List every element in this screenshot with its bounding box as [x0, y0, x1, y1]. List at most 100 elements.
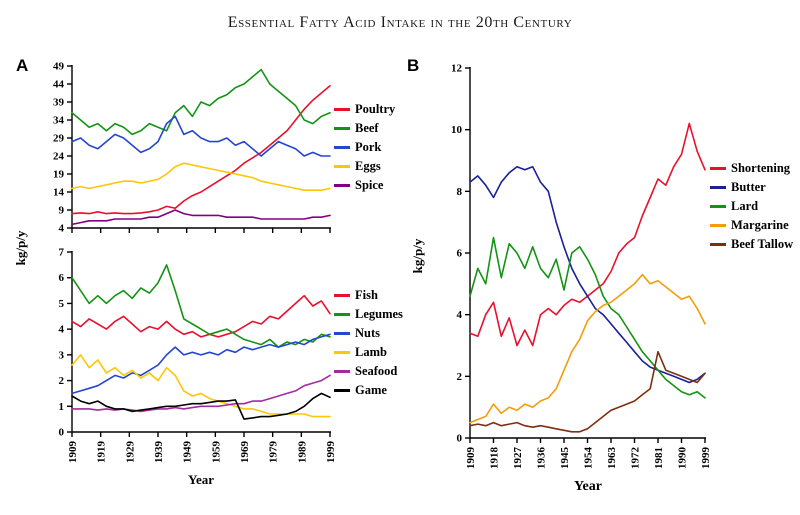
y-tick-label: 5 — [59, 298, 65, 310]
legend-entry-lard: Lard — [710, 199, 793, 213]
series-line-poultry — [71, 84, 331, 215]
legend-entry-butter: Butter — [710, 180, 793, 194]
series-line-lard — [469, 236, 706, 399]
x-tick-label: 1969 — [239, 441, 251, 464]
y-tick-label: 2 — [457, 371, 463, 383]
chart-panel-b: 0 2 4 6 8 10 12 1909 1918 1927 1936 1945 1954 1963 197… — [451, 63, 712, 470]
chart-panel-a-bottom: 0 1 2 3 4 5 6 7 1909 1919 1929 1939 1949 1959 1969 1979… — [59, 247, 338, 464]
x-tick-label: 1929 — [124, 441, 136, 464]
x-tick-label: 1972 — [630, 447, 642, 470]
panel-a-label: A — [16, 56, 29, 75]
series-line-eggs — [71, 162, 331, 191]
y-tick-label: 12 — [451, 63, 463, 75]
figure-title: Essential Fatty Acid Intake in the 20th … — [227, 14, 573, 31]
y-tick-label: 6 — [457, 248, 463, 260]
legend-swatch-game — [334, 389, 350, 392]
x-tick-label: 1954 — [583, 447, 595, 470]
series-line-beef — [71, 68, 331, 136]
x-tick-label: 1936 — [536, 447, 548, 470]
y-tick-label: 24 — [53, 151, 65, 163]
x-tick-label: 1909 — [67, 441, 79, 464]
series-line-pork — [71, 115, 331, 157]
y-tick-label: 2 — [59, 375, 65, 387]
legend-entry-beef-tallow: Beef Tallow — [710, 237, 794, 251]
legend-label-lard: Lard — [731, 199, 759, 213]
y-tick-label: 39 — [53, 97, 65, 109]
legend-label-fish: Fish — [355, 288, 378, 302]
y-tick-label: 0 — [59, 427, 65, 439]
y-tick-label: 10 — [451, 124, 463, 136]
x-tick-label: 1959 — [210, 441, 222, 464]
panel-b-y-axis-label: kg/p/y — [410, 238, 425, 274]
x-tick-label: 1939 — [153, 441, 165, 464]
series-line-shortening — [469, 122, 706, 347]
series-line-seafood — [71, 374, 331, 413]
legend-entry-seafood: Seafood — [334, 364, 403, 378]
y-tick-label: 19 — [53, 169, 65, 181]
y-tick-label: 6 — [59, 272, 65, 284]
y-tick-label: 8 — [457, 186, 463, 198]
legend-label-eggs: Eggs — [355, 159, 381, 173]
legend-entry-lamb: Lamb — [334, 345, 403, 359]
y-tick-label: 1 — [59, 401, 65, 413]
series-line-margarine — [469, 273, 706, 424]
x-tick-label: 1999 — [325, 441, 337, 464]
x-tick-label: 1909 — [465, 447, 477, 470]
series-line-fish — [71, 294, 331, 338]
legend-swatch-shortening — [710, 167, 726, 170]
y-tick-label: 44 — [53, 79, 65, 91]
legend-entry-pork: Pork — [334, 140, 395, 154]
legend-label-seafood: Seafood — [355, 364, 398, 378]
legend-entry-poultry: Poultry — [334, 102, 396, 116]
x-tick-label: 1989 — [296, 441, 308, 464]
legend-label-butter: Butter — [731, 180, 766, 194]
y-tick-label: 0 — [457, 433, 463, 445]
y-tick-label: 9 — [59, 205, 65, 217]
x-tick-label: 1979 — [268, 441, 280, 464]
legend-label-legumes: Legumes — [355, 307, 403, 321]
legend-swatch-butter — [710, 186, 726, 189]
y-tick-label: 4 — [59, 324, 65, 336]
legend-entry-eggs: Eggs — [334, 159, 395, 173]
legend-label-beef-tallow: Beef Tallow — [731, 237, 794, 251]
y-tick-label: 14 — [53, 187, 65, 199]
y-tick-label: 3 — [59, 349, 65, 361]
legend-swatch-pork — [334, 146, 350, 149]
x-tick-label: 1981 — [653, 447, 665, 469]
panel-a-x-axis-label: Year — [188, 472, 214, 487]
legend-entry-legumes: Legumes — [334, 307, 403, 321]
panel-b-label: B — [407, 56, 420, 75]
legend-entry-margarine: Margarine — [710, 218, 793, 232]
legend-label-shortening: Shortening — [731, 161, 791, 175]
series-line-nuts — [71, 333, 331, 395]
legend-label-lamb: Lamb — [355, 345, 387, 359]
legend-label-poultry: Poultry — [355, 102, 396, 116]
legend-entry-nuts: Nuts — [334, 326, 403, 340]
y-tick-label: 4 — [457, 309, 463, 321]
y-tick-label: 4 — [59, 223, 65, 235]
legend-swatch-beef-tallow — [710, 243, 726, 246]
panel-b-x-axis-label: Year — [574, 479, 602, 494]
legend-swatch-eggs — [334, 165, 350, 168]
legend-swatch-poultry — [334, 108, 350, 111]
x-tick-label: 1990 — [677, 447, 689, 470]
legend-panel-b: Shortening Butter Lard Margarine Beef Tallow — [710, 161, 794, 257]
series-line-legumes — [71, 264, 331, 348]
legend-label-beef: Beef — [355, 121, 379, 135]
legend-entry-spice: Spice — [334, 178, 395, 192]
legend-label-nuts: Nuts — [355, 326, 381, 340]
legend-swatch-seafood — [334, 370, 350, 373]
series-line-game — [71, 392, 331, 420]
legend-panel-a-bottom: Fish Legumes Nuts Lamb Seafood Game — [334, 288, 403, 403]
x-tick-label: 1919 — [96, 441, 108, 464]
y-tick-label: 34 — [53, 115, 65, 127]
legend-entry-beef: Beef — [334, 121, 395, 135]
series-line-spice — [71, 209, 331, 226]
x-tick-label: 1945 — [559, 447, 571, 470]
panel-a-y-axis-label: kg/p/y — [13, 230, 28, 266]
legend-swatch-spice — [334, 184, 350, 187]
y-tick-label: 29 — [53, 133, 65, 145]
legend-label-spice: Spice — [355, 178, 384, 192]
y-tick-label: 49 — [53, 61, 65, 73]
